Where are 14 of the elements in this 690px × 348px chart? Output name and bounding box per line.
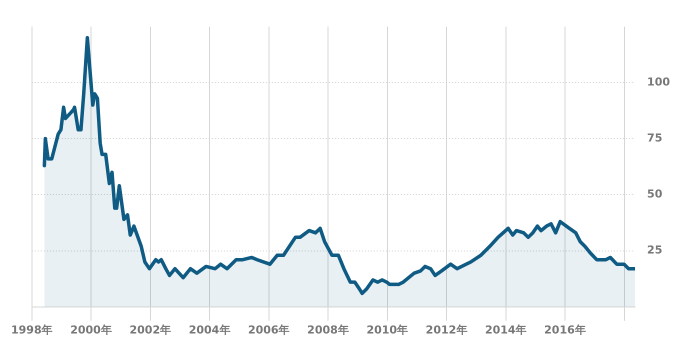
x-tick-label: 2014年 (484, 323, 527, 336)
x-tick-label: 2006年 (248, 323, 290, 336)
y-tick-label: 75 (647, 132, 662, 145)
x-tick-label: 2008年 (307, 323, 349, 336)
x-tick-label: 2010年 (366, 323, 408, 336)
y-tick-label: 25 (647, 244, 662, 257)
x-tick-label: 2012年 (426, 323, 468, 336)
x-tick-label: 2016年 (544, 323, 586, 336)
x-tick-label: 2004年 (188, 323, 230, 336)
x-tick-label: 2000年 (70, 323, 112, 336)
y-tick-label: 100 (647, 76, 670, 88)
x-tick-label: 1998年 (10, 323, 53, 336)
x-tick-label: 2002年 (129, 323, 172, 336)
y-tick-label: 50 (647, 188, 663, 201)
